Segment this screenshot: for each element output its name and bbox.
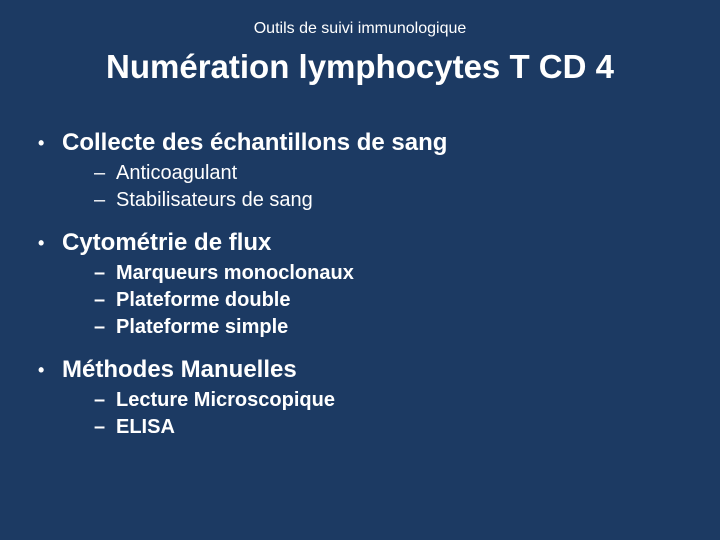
sub-marker: – — [94, 387, 116, 414]
sub-text: Anticoagulant — [116, 160, 237, 187]
sub-text: Marqueurs monoclonaux — [116, 260, 354, 287]
slide-overline: Outils de suivi immunologique — [0, 0, 720, 38]
sub-marker: – — [94, 160, 116, 187]
sub-marker: – — [94, 187, 116, 214]
bullet-item: • Collecte des échantillons de sang — [38, 128, 682, 158]
bullet-marker: • — [38, 355, 62, 385]
bullet-text: Cytométrie de flux — [62, 228, 271, 258]
sub-item: – Plateforme double — [94, 287, 682, 314]
sub-list: – Lecture Microscopique – ELISA — [38, 387, 682, 441]
bullet-item: • Méthodes Manuelles — [38, 355, 682, 385]
sub-marker: – — [94, 314, 116, 341]
sub-item: – Stabilisateurs de sang — [94, 187, 682, 214]
sub-item: – Plateforme simple — [94, 314, 682, 341]
sub-text: Lecture Microscopique — [116, 387, 335, 414]
bullet-item: • Cytométrie de flux — [38, 228, 682, 258]
bullet-text: Collecte des échantillons de sang — [62, 128, 447, 158]
bullet-text: Méthodes Manuelles — [62, 355, 297, 385]
sub-list: – Marqueurs monoclonaux – Plateforme dou… — [38, 260, 682, 341]
bullet-marker: • — [38, 128, 62, 158]
slide: Outils de suivi immunologique Numération… — [0, 0, 720, 540]
sub-list: – Anticoagulant – Stabilisateurs de sang — [38, 160, 682, 214]
sub-text: Plateforme double — [116, 287, 290, 314]
sub-item: – Marqueurs monoclonaux — [94, 260, 682, 287]
sub-marker: – — [94, 260, 116, 287]
sub-text: Stabilisateurs de sang — [116, 187, 313, 214]
sub-item: – Lecture Microscopique — [94, 387, 682, 414]
bullet-marker: • — [38, 228, 62, 258]
sub-marker: – — [94, 414, 116, 441]
sub-text: Plateforme simple — [116, 314, 288, 341]
slide-title: Numération lymphocytes T CD 4 — [0, 48, 720, 86]
sub-marker: – — [94, 287, 116, 314]
slide-content: • Collecte des échantillons de sang – An… — [0, 86, 720, 441]
sub-item: – ELISA — [94, 414, 682, 441]
sub-text: ELISA — [116, 414, 175, 441]
sub-item: – Anticoagulant — [94, 160, 682, 187]
